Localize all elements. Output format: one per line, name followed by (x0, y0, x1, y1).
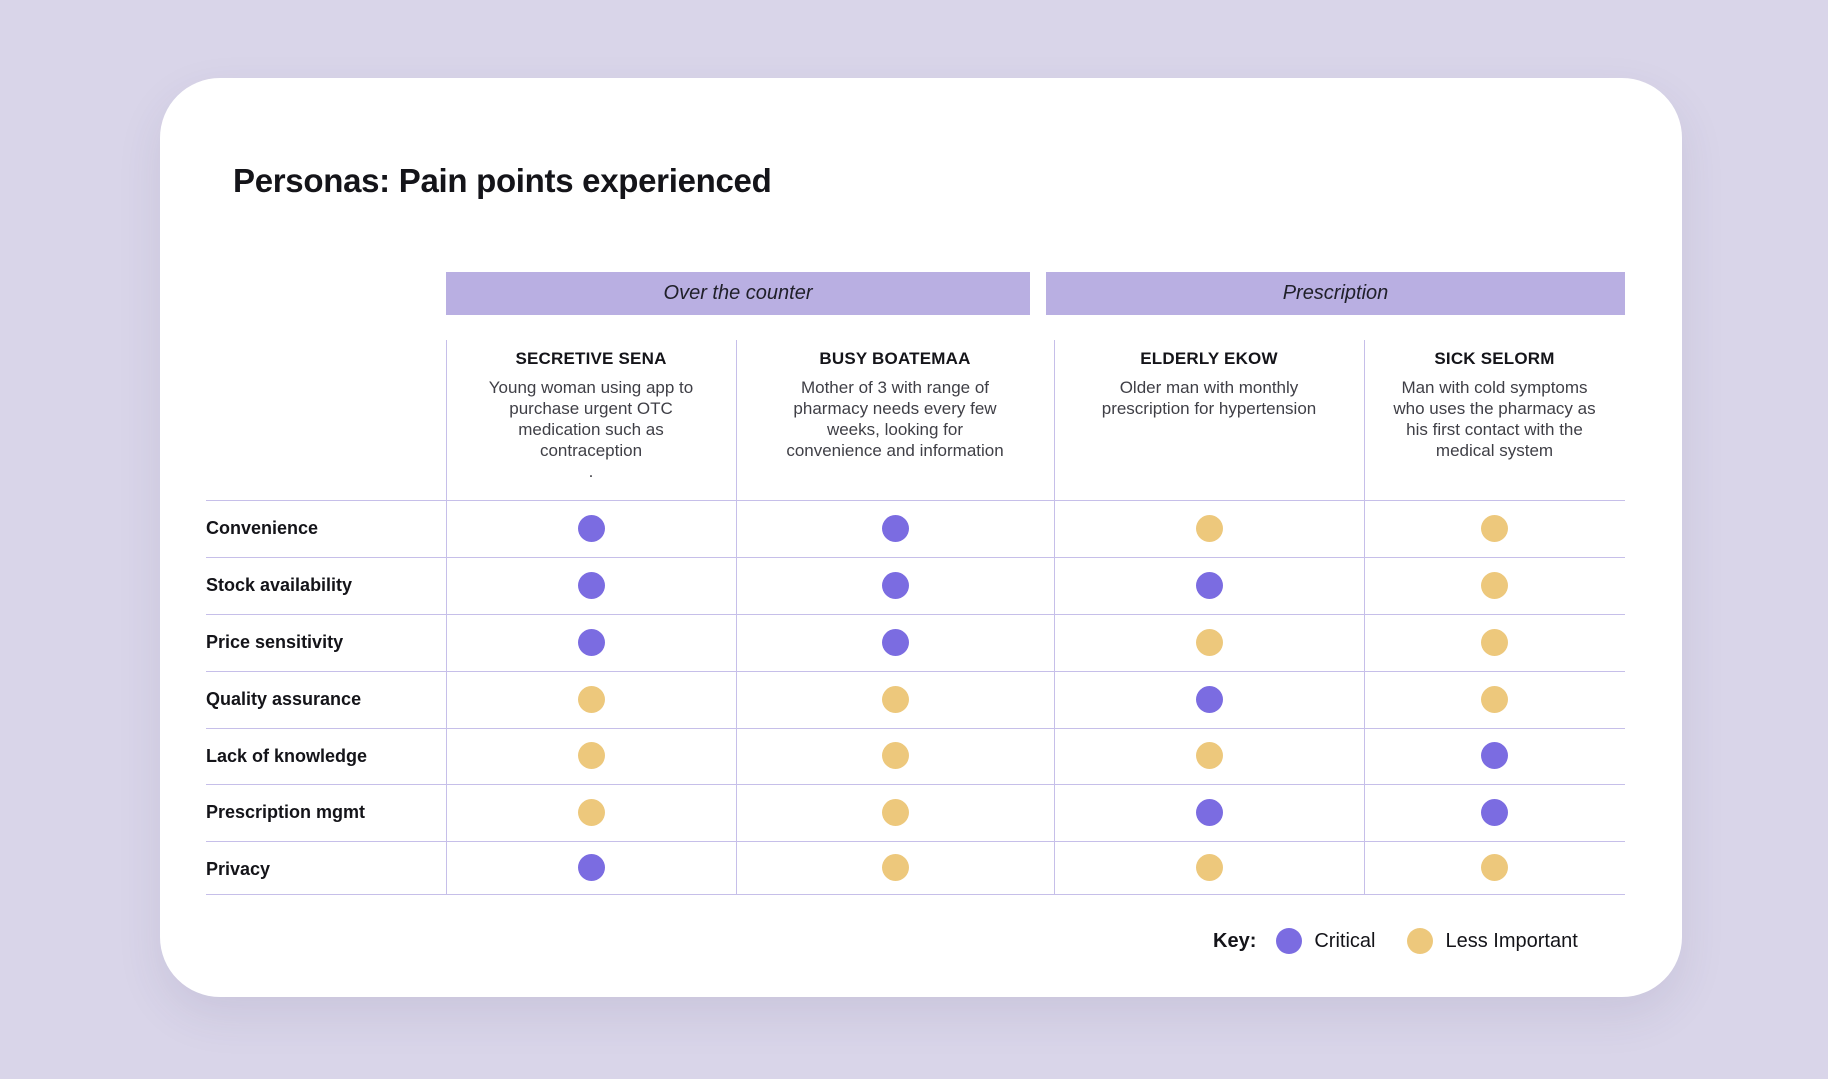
row-divider (206, 671, 1625, 672)
persona-name: ELDERLY EKOW (1140, 349, 1278, 368)
persona-name: SECRETIVE SENA (515, 349, 667, 368)
pain-point-dot (578, 629, 605, 656)
legend: Key: Critical Less Important (1213, 925, 1578, 957)
row-label-stock-availability: Stock availability (206, 575, 353, 595)
persona-name: BUSY BOATEMAA (819, 349, 971, 368)
pain-point-dot (578, 854, 605, 881)
row-label-price-sensitivity: Price sensitivity (206, 632, 344, 652)
pain-point-dot (1196, 854, 1223, 881)
row-divider (206, 894, 1625, 895)
group-header-over-the-counter: Over the counter (446, 272, 1030, 315)
row-divider (206, 784, 1625, 785)
persona-description: Man with cold symptoms who uses the phar… (1393, 378, 1596, 460)
row-label-privacy: Privacy (206, 859, 271, 879)
pain-point-dot (578, 515, 605, 542)
page-title: Personas: Pain points experienced (233, 162, 772, 200)
pain-point-dot (1481, 629, 1508, 656)
pain-point-dot (1481, 742, 1508, 769)
row-divider (206, 500, 1625, 501)
pain-point-dot (1481, 686, 1508, 713)
group-header-label: Over the counter (663, 282, 813, 304)
row-divider (206, 841, 1625, 842)
column-divider (446, 340, 447, 894)
pain-point-dot (882, 629, 909, 656)
persona-header-secretive-sena: SECRETIVE SENA Young woman using app to … (446, 349, 736, 482)
pain-point-dot (1481, 572, 1508, 599)
pain-point-dot (1196, 799, 1223, 826)
slide-card (160, 78, 1682, 997)
pain-point-dot (1481, 799, 1508, 826)
pain-point-dot (578, 799, 605, 826)
critical-dot-icon (1276, 928, 1303, 954)
persona-name: SICK SELORM (1434, 349, 1555, 368)
legend-item-label: Less Important (1445, 929, 1578, 952)
pain-point-dot (1481, 515, 1508, 542)
pain-point-dot (1196, 629, 1223, 656)
pain-point-dot (578, 686, 605, 713)
pain-point-dot (1196, 686, 1223, 713)
pain-point-dot (578, 742, 605, 769)
row-label-prescription-mgmt: Prescription mgmt (206, 802, 366, 822)
row-divider (206, 614, 1625, 615)
persona-header-busy-boatemaa: BUSY BOATEMAA Mother of 3 with range of … (736, 349, 1054, 461)
column-divider (1364, 340, 1365, 894)
persona-description: Older man with monthly prescription for … (1101, 378, 1317, 418)
legend-item-less-important: Less Important (1407, 928, 1578, 954)
pain-point-dot (882, 854, 909, 881)
persona-description: Young woman using app to purchase urgent… (488, 378, 694, 481)
row-divider (206, 557, 1625, 558)
group-header-prescription: Prescription (1046, 272, 1625, 315)
pain-point-dot (1196, 572, 1223, 599)
pain-point-dot (882, 799, 909, 826)
pain-point-dot (1196, 515, 1223, 542)
less-important-dot-icon (1407, 928, 1434, 954)
row-label-lack-of-knowledge: Lack of knowledge (206, 746, 368, 766)
legend-key-label: Key: (1213, 929, 1257, 952)
pain-point-dot (882, 742, 909, 769)
legend-item-label: Critical (1314, 929, 1376, 952)
row-label-quality-assurance: Quality assurance (206, 689, 362, 709)
pain-point-dot (882, 572, 909, 599)
row-label-convenience: Convenience (206, 518, 319, 538)
column-divider (736, 340, 737, 894)
group-header-label: Prescription (1282, 282, 1389, 304)
pain-point-dot (578, 572, 605, 599)
legend-item-critical: Critical (1276, 928, 1375, 954)
persona-description: Mother of 3 with range of pharmacy needs… (786, 378, 1004, 460)
pain-point-dot (882, 686, 909, 713)
persona-header-sick-selorm: SICK SELORM Man with cold symptoms who u… (1364, 349, 1625, 461)
pain-point-dot (1196, 742, 1223, 769)
pain-point-dot (1481, 854, 1508, 881)
column-divider (1054, 340, 1055, 894)
persona-header-elderly-ekow: ELDERLY EKOW Older man with monthly pres… (1054, 349, 1364, 419)
row-divider (206, 728, 1625, 729)
pain-point-dot (882, 515, 909, 542)
